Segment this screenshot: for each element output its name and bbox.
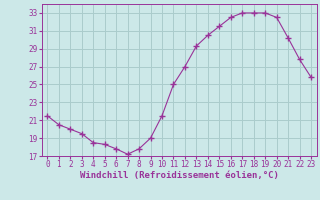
X-axis label: Windchill (Refroidissement éolien,°C): Windchill (Refroidissement éolien,°C) xyxy=(80,171,279,180)
